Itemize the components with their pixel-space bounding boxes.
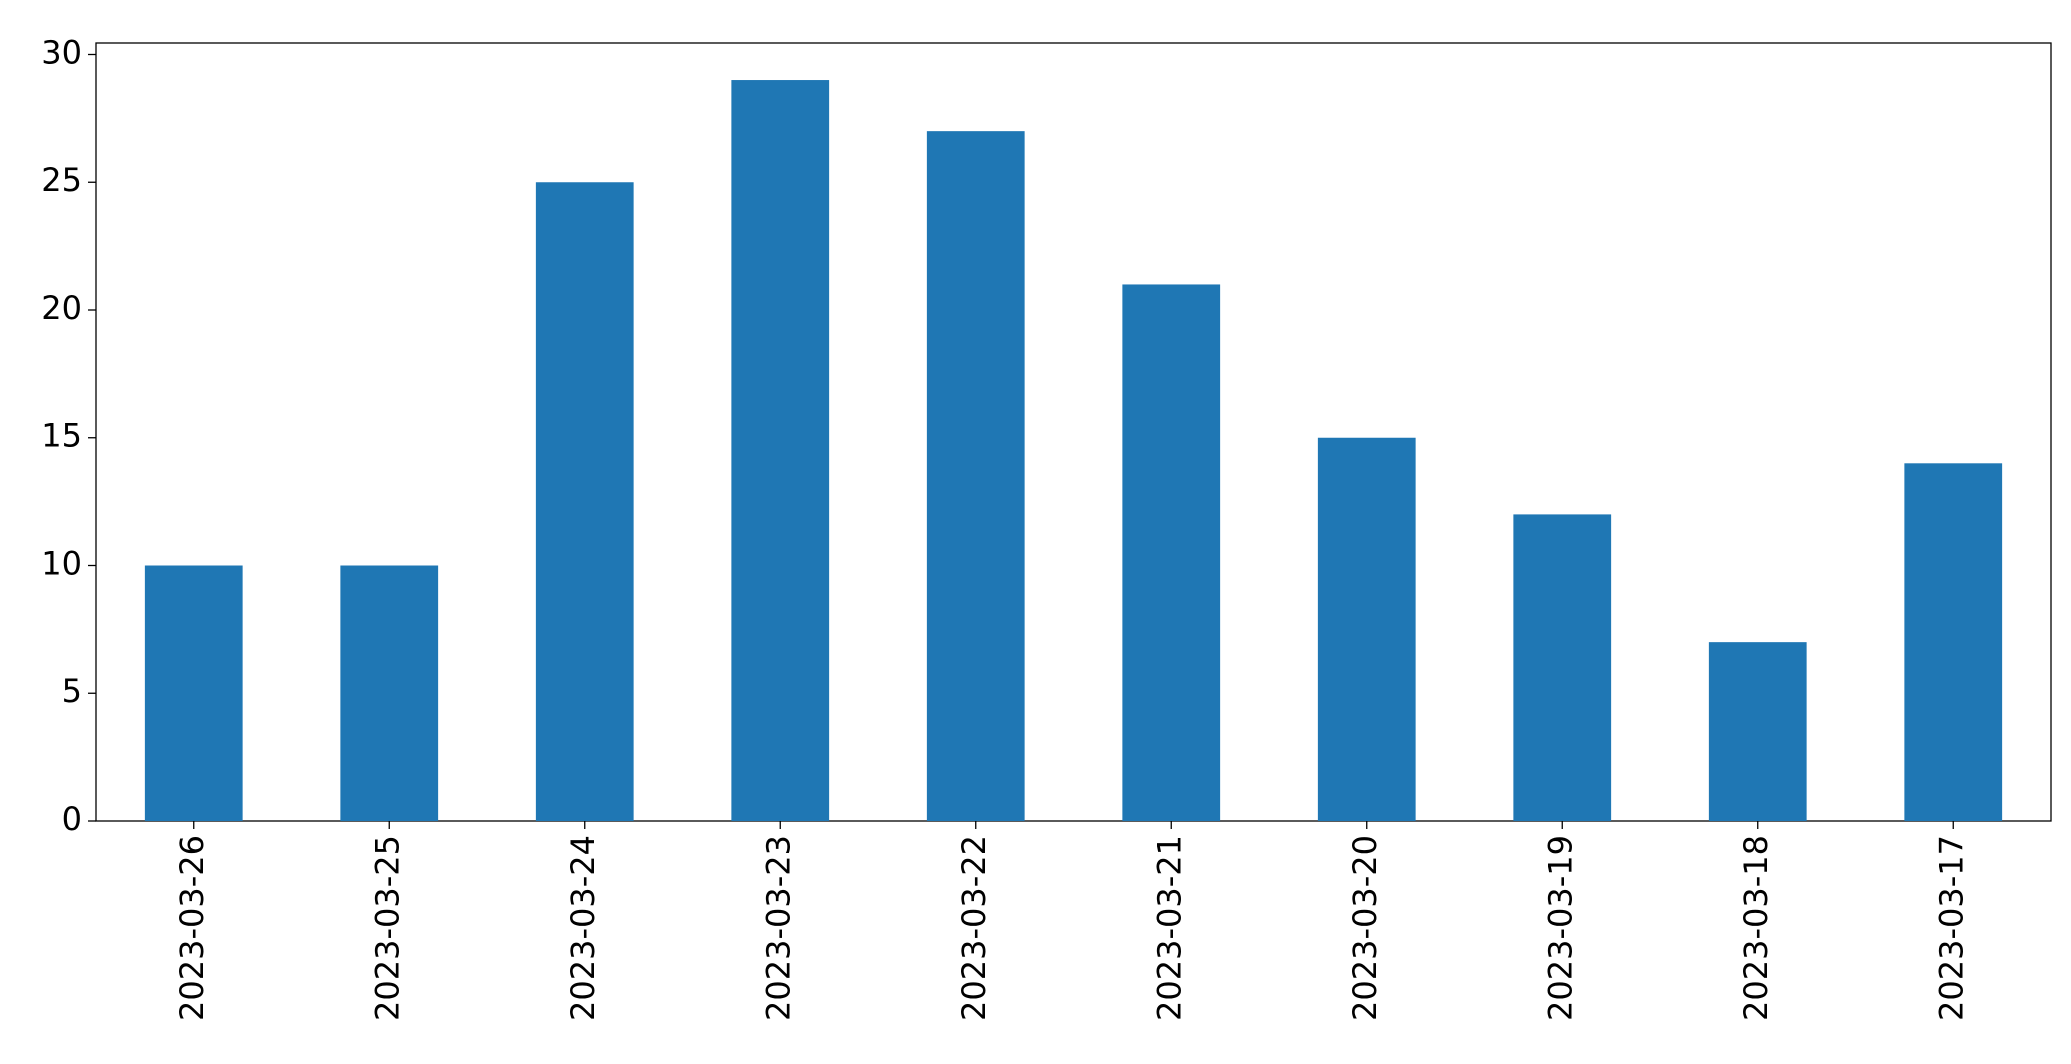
x-tick-label: 2023-03-18 bbox=[1737, 835, 1775, 1021]
y-tick-label: 25 bbox=[41, 161, 82, 199]
bar bbox=[731, 80, 830, 822]
x-tick-label: 2023-03-22 bbox=[955, 835, 993, 1021]
bar bbox=[926, 131, 1025, 822]
x-tick-label: 2023-03-21 bbox=[1150, 835, 1188, 1021]
bar bbox=[340, 565, 439, 821]
x-tick-label: 2023-03-26 bbox=[173, 835, 211, 1021]
bar bbox=[144, 565, 243, 821]
x-tick-label: 2023-03-25 bbox=[368, 835, 406, 1021]
bar bbox=[1513, 514, 1612, 821]
bar bbox=[1708, 642, 1807, 821]
y-tick-label: 0 bbox=[62, 800, 82, 838]
y-tick-label: 20 bbox=[41, 289, 82, 327]
bar bbox=[1122, 284, 1221, 822]
y-tick-label: 10 bbox=[41, 544, 82, 582]
bar bbox=[1317, 437, 1416, 821]
y-tick-label: 5 bbox=[62, 672, 82, 710]
y-tick-label: 30 bbox=[41, 33, 82, 71]
x-tick-label: 2023-03-23 bbox=[759, 835, 797, 1021]
bar bbox=[535, 182, 634, 822]
y-tick-label: 15 bbox=[41, 417, 82, 455]
bar bbox=[1904, 463, 2003, 821]
plot-frame bbox=[95, 42, 2052, 822]
x-tick-label: 2023-03-24 bbox=[564, 835, 602, 1021]
x-tick-label: 2023-03-17 bbox=[1932, 835, 1970, 1021]
x-tick-label: 2023-03-20 bbox=[1346, 835, 1384, 1021]
x-tick-label: 2023-03-19 bbox=[1541, 835, 1579, 1021]
